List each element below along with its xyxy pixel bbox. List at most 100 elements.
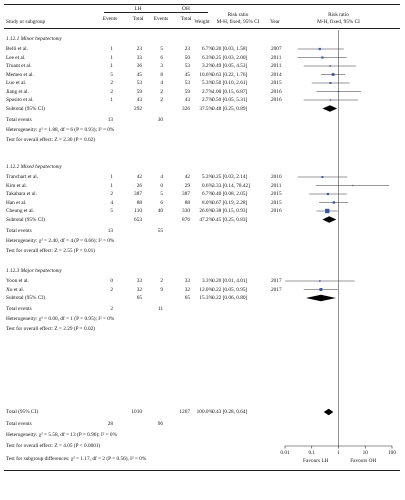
oh-total-cell: 42: [184, 174, 190, 180]
lh-total-cell: 59: [136, 88, 142, 95]
risk-ratio-ci-cell: 1.00 [0.15, 6.87]: [212, 88, 248, 95]
oh-total-cell: 50: [184, 54, 190, 61]
lh-events-cell: 2: [110, 286, 113, 293]
subtotal-label: Subtotal (95% CI): [6, 105, 45, 112]
total-oh-events: 55: [157, 227, 163, 234]
subgroup-differences: Test for subgroup differences: χ² = 1.17…: [6, 456, 147, 462]
total-label: Total (95% CI): [6, 409, 38, 415]
oh-events-cell: 5: [160, 46, 163, 52]
study-column-header: Study or subgroup: [6, 19, 46, 25]
footer-rule: [4, 470, 400, 471]
study-point-marker: [329, 65, 331, 67]
overall-effect-text: Test for overall effect: Z = 2.30 (P = 0…: [6, 136, 96, 143]
lh-events-cell: 1: [110, 54, 113, 61]
year-cell: 2016: [271, 88, 282, 95]
oh-events-cell: 2: [160, 97, 163, 103]
study-name: Memeo et al.: [6, 71, 34, 78]
subtotal-lh-total: 65: [136, 295, 142, 301]
year-cell: 2011: [271, 54, 282, 61]
study-point-marker: [329, 99, 332, 101]
rr-plot-title: Risk ratio: [328, 12, 349, 18]
lh-total-cell: 45: [136, 71, 142, 78]
oh-total-cell: 88: [184, 199, 190, 206]
lh-events-cell: 2: [110, 88, 113, 95]
subtotal-lh-total: 292: [134, 105, 142, 112]
subtotal-lh-total: 653: [134, 216, 142, 223]
weight-cell: 3.3%: [201, 278, 213, 284]
weight-cell: 2.7%: [201, 97, 213, 103]
lh-events-cell: 2: [110, 191, 113, 197]
risk-ratio-ci-cell: 0.25 [0.03, 2.14]: [212, 174, 248, 180]
year-cell: 2017: [271, 286, 282, 293]
weight-cell: 5.3%: [201, 174, 213, 180]
rr-column-title: Risk ratio: [227, 12, 249, 18]
study-point-marker: [319, 280, 321, 282]
rr-column-method: M-H, fixed, 95% CI: [216, 19, 260, 25]
year-cell: 2016: [271, 208, 282, 214]
risk-ratio-ci-cell: 0.67 [0.19, 2.28]: [212, 199, 248, 206]
weight-cell: 12.0%: [199, 286, 213, 293]
weight-cell: 2.7%: [201, 88, 213, 95]
study-name: Sposito et al.: [6, 97, 34, 103]
lh-events-cell: 1: [110, 97, 113, 103]
study-name: Jiang et al.: [6, 88, 29, 95]
weight-cell: 0.6%: [201, 182, 213, 189]
risk-ratio-ci-cell: 0.22 [0.05, 0.95]: [212, 286, 248, 293]
total-events-label: Total events: [6, 227, 32, 234]
weight-cell: 26.6%: [199, 208, 213, 214]
oh-events-cell: 0: [160, 182, 163, 189]
lh-events-cell: 5: [110, 208, 113, 214]
lh-total-cell: 26: [136, 182, 142, 189]
total-lh-total: 1010: [131, 409, 142, 415]
risk-ratio-ci-cell: 0.20 [0.01, 4.01]: [212, 278, 248, 284]
lh-events-cell: 4: [110, 199, 113, 206]
x-tick-label: 10: [362, 450, 368, 456]
total-ci: 0.43 [0.28, 0.64]: [212, 409, 248, 415]
risk-ratio-ci-cell: 0.49 [0.05, 4.53]: [212, 63, 248, 69]
total-events-label: Total events: [6, 306, 32, 312]
oh-events-cell: 40: [157, 208, 163, 214]
year-cell: 2015: [271, 199, 282, 206]
oh-total-cell: 387: [182, 191, 190, 197]
oh-events-cell: 2: [160, 88, 163, 95]
risk-ratio-ci-cell: 0.63 [0.22, 1.76]: [212, 71, 248, 78]
pooled-estimate-diamond: [305, 294, 336, 302]
oh-total-cell: 23: [184, 46, 190, 52]
grand-total-events-label: Total events: [6, 421, 32, 427]
favours-lh-label: Favours LH: [303, 458, 329, 464]
grand-heterogeneity: Heterogeneity: χ² = 5.58, df = 13 (P = 0…: [6, 432, 117, 438]
year-cell: 2015: [271, 191, 282, 197]
lh-total-cell: 110: [134, 208, 142, 214]
year-cell: 2014: [271, 71, 282, 78]
oh-events-cell: 9: [160, 286, 163, 293]
pooled-estimate-diamond: [322, 216, 337, 223]
heterogeneity-text: Heterogeneity: χ² = 1.88, df = 6 (P = 0.…: [6, 126, 115, 133]
total-lh-events: 2: [110, 306, 113, 312]
study-name: Lee et al.: [6, 54, 26, 61]
study-point-marker: [331, 73, 335, 76]
lh-total-cell: 36: [136, 63, 142, 69]
overall-effect-text: Test for overall effect: Z = 2.55 (P = 0…: [6, 247, 96, 254]
lh-total-cell: 53: [136, 80, 142, 86]
total-events-label: Total events: [6, 116, 32, 123]
oh-underline: [151, 12, 208, 13]
weight-cell: 10.6%: [199, 71, 213, 78]
lh-total-header: Total: [132, 16, 144, 22]
oh-events-cell: 8: [160, 71, 163, 78]
pooled-estimate-diamond: [323, 408, 334, 416]
oh-total-cell: 43: [184, 97, 190, 103]
study-name: Kim et al.: [6, 182, 28, 189]
total-lh-events: 13: [107, 227, 113, 234]
heterogeneity-text: Heterogeneity: χ² = 0.00, df = 1 (P = 0.…: [6, 316, 115, 322]
oh-total-cell: 330: [182, 208, 190, 214]
lh-events-cell: 1: [110, 46, 113, 52]
oh-total-cell: 59: [184, 88, 190, 95]
subtotal-ci: 0.22 [0.06, 0.80]: [212, 295, 248, 301]
study-name: Cheung et al.: [6, 208, 35, 214]
lh-total-cell: 23: [136, 46, 142, 52]
risk-ratio-ci-cell: 0.38 [0.15, 0.93]: [212, 208, 248, 214]
favours-oh-label: Favours OH: [350, 458, 377, 464]
risk-ratio-ci-cell: 3.33 [0.14, 78.42]: [212, 182, 250, 189]
